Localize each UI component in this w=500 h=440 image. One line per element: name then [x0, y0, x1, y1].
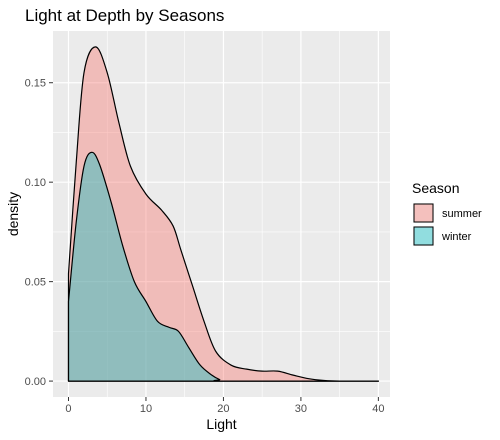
x-axis: 0 10 20 30 40 — [65, 397, 384, 415]
legend: Season summer winter — [412, 180, 482, 246]
x-tick-label: 30 — [295, 403, 307, 415]
x-tick-label: 0 — [65, 403, 71, 415]
legend-label-summer: summer — [442, 208, 482, 220]
x-tick-label: 10 — [140, 403, 152, 415]
y-tick-label: 0.10 — [25, 177, 46, 189]
x-tick-label: 20 — [217, 403, 229, 415]
y-axis-title: density — [5, 192, 21, 236]
y-axis: 0.00 0.05 0.10 0.15 — [25, 78, 53, 388]
y-tick-label: 0.15 — [25, 78, 46, 90]
y-tick-label: 0.00 — [25, 376, 46, 388]
chart-title: Light at Depth by Seasons — [25, 6, 224, 25]
y-tick-label: 0.05 — [25, 277, 46, 289]
legend-title: Season — [412, 180, 459, 196]
legend-label-winter: winter — [441, 231, 472, 243]
x-axis-title: Light — [206, 416, 236, 432]
legend-key-winter — [414, 227, 433, 245]
legend-key-summer — [414, 204, 433, 222]
x-tick-label: 40 — [372, 403, 384, 415]
